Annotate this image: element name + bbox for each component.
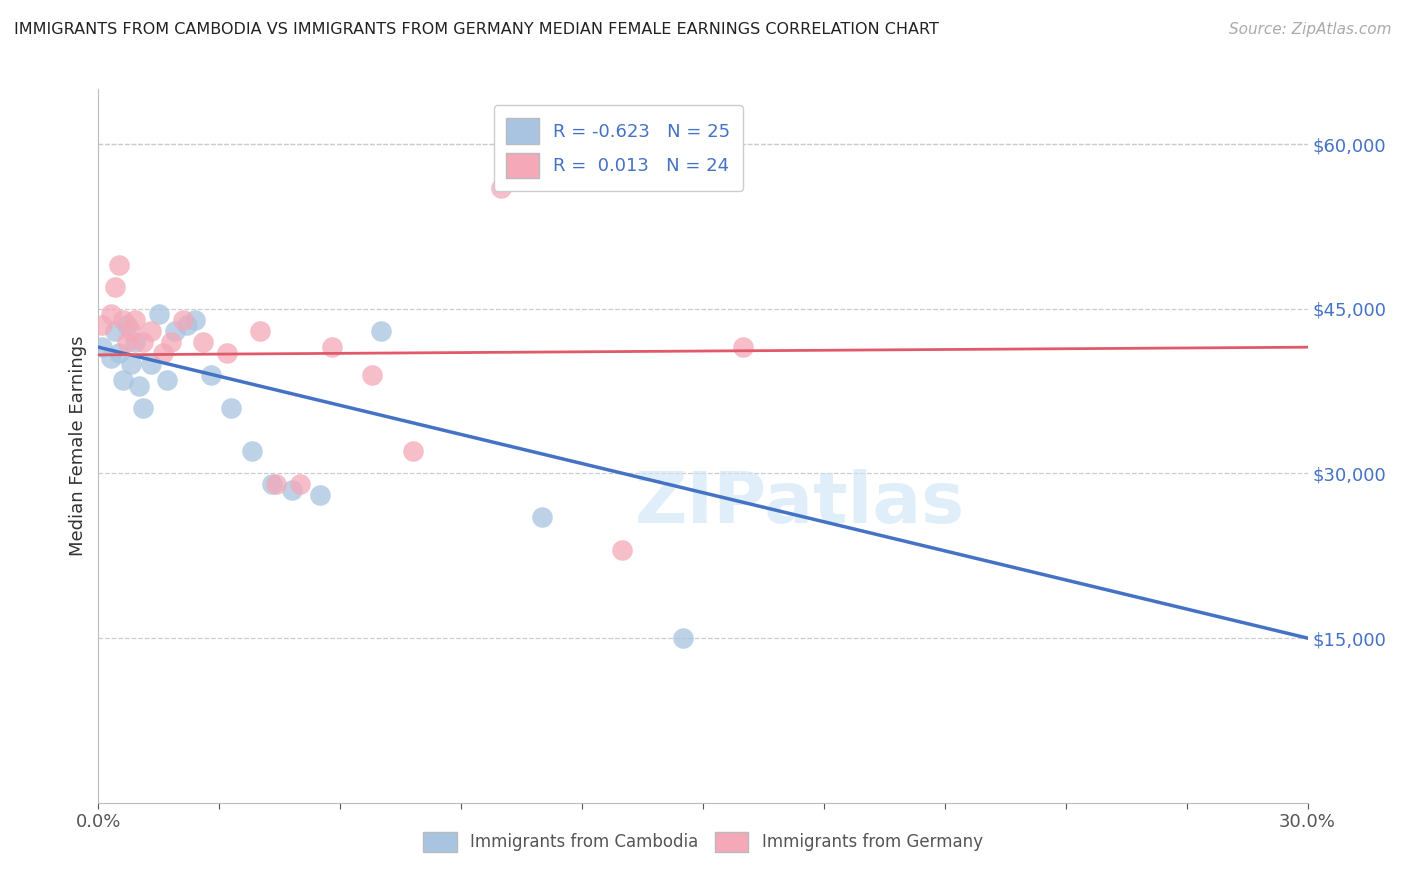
- Point: [184, 312, 207, 326]
- Point: [176, 318, 198, 333]
- Point: [124, 334, 146, 349]
- Point: [132, 401, 155, 415]
- Point: [111, 312, 134, 326]
- Text: ZIPatlas: ZIPatlas: [634, 468, 965, 538]
- Text: Source: ZipAtlas.com: Source: ZipAtlas.com: [1229, 22, 1392, 37]
- Point: [139, 357, 162, 371]
- Point: [139, 324, 162, 338]
- Point: [107, 345, 129, 359]
- Point: [120, 357, 142, 371]
- Point: [163, 324, 186, 338]
- Point: [156, 373, 179, 387]
- Point: [103, 280, 125, 294]
- Point: [288, 477, 311, 491]
- Legend: Immigrants from Cambodia, Immigrants from Germany: Immigrants from Cambodia, Immigrants fro…: [416, 825, 990, 859]
- Point: [281, 483, 304, 497]
- Point: [91, 340, 114, 354]
- Point: [124, 312, 146, 326]
- Point: [264, 477, 287, 491]
- Point: [120, 324, 142, 338]
- Point: [103, 324, 125, 338]
- Point: [91, 318, 114, 333]
- Point: [132, 334, 155, 349]
- Point: [148, 307, 170, 321]
- Point: [107, 258, 129, 272]
- Point: [733, 340, 755, 354]
- Point: [111, 373, 134, 387]
- Point: [115, 318, 138, 333]
- Point: [200, 368, 222, 382]
- Point: [221, 401, 243, 415]
- Point: [530, 510, 553, 524]
- Point: [260, 477, 283, 491]
- Point: [321, 340, 343, 354]
- Point: [370, 324, 392, 338]
- Y-axis label: Median Female Earnings: Median Female Earnings: [69, 335, 87, 557]
- Point: [672, 631, 695, 645]
- Point: [172, 312, 194, 326]
- Text: IMMIGRANTS FROM CAMBODIA VS IMMIGRANTS FROM GERMANY MEDIAN FEMALE EARNINGS CORRE: IMMIGRANTS FROM CAMBODIA VS IMMIGRANTS F…: [14, 22, 939, 37]
- Point: [402, 444, 425, 458]
- Point: [217, 345, 239, 359]
- Point: [100, 351, 122, 366]
- Point: [491, 181, 513, 195]
- Point: [249, 324, 271, 338]
- Point: [160, 334, 183, 349]
- Point: [361, 368, 384, 382]
- Point: [309, 488, 332, 502]
- Point: [152, 345, 174, 359]
- Point: [193, 334, 215, 349]
- Point: [128, 378, 150, 392]
- Point: [240, 444, 263, 458]
- Point: [115, 334, 138, 349]
- Point: [612, 543, 634, 558]
- Point: [100, 307, 122, 321]
